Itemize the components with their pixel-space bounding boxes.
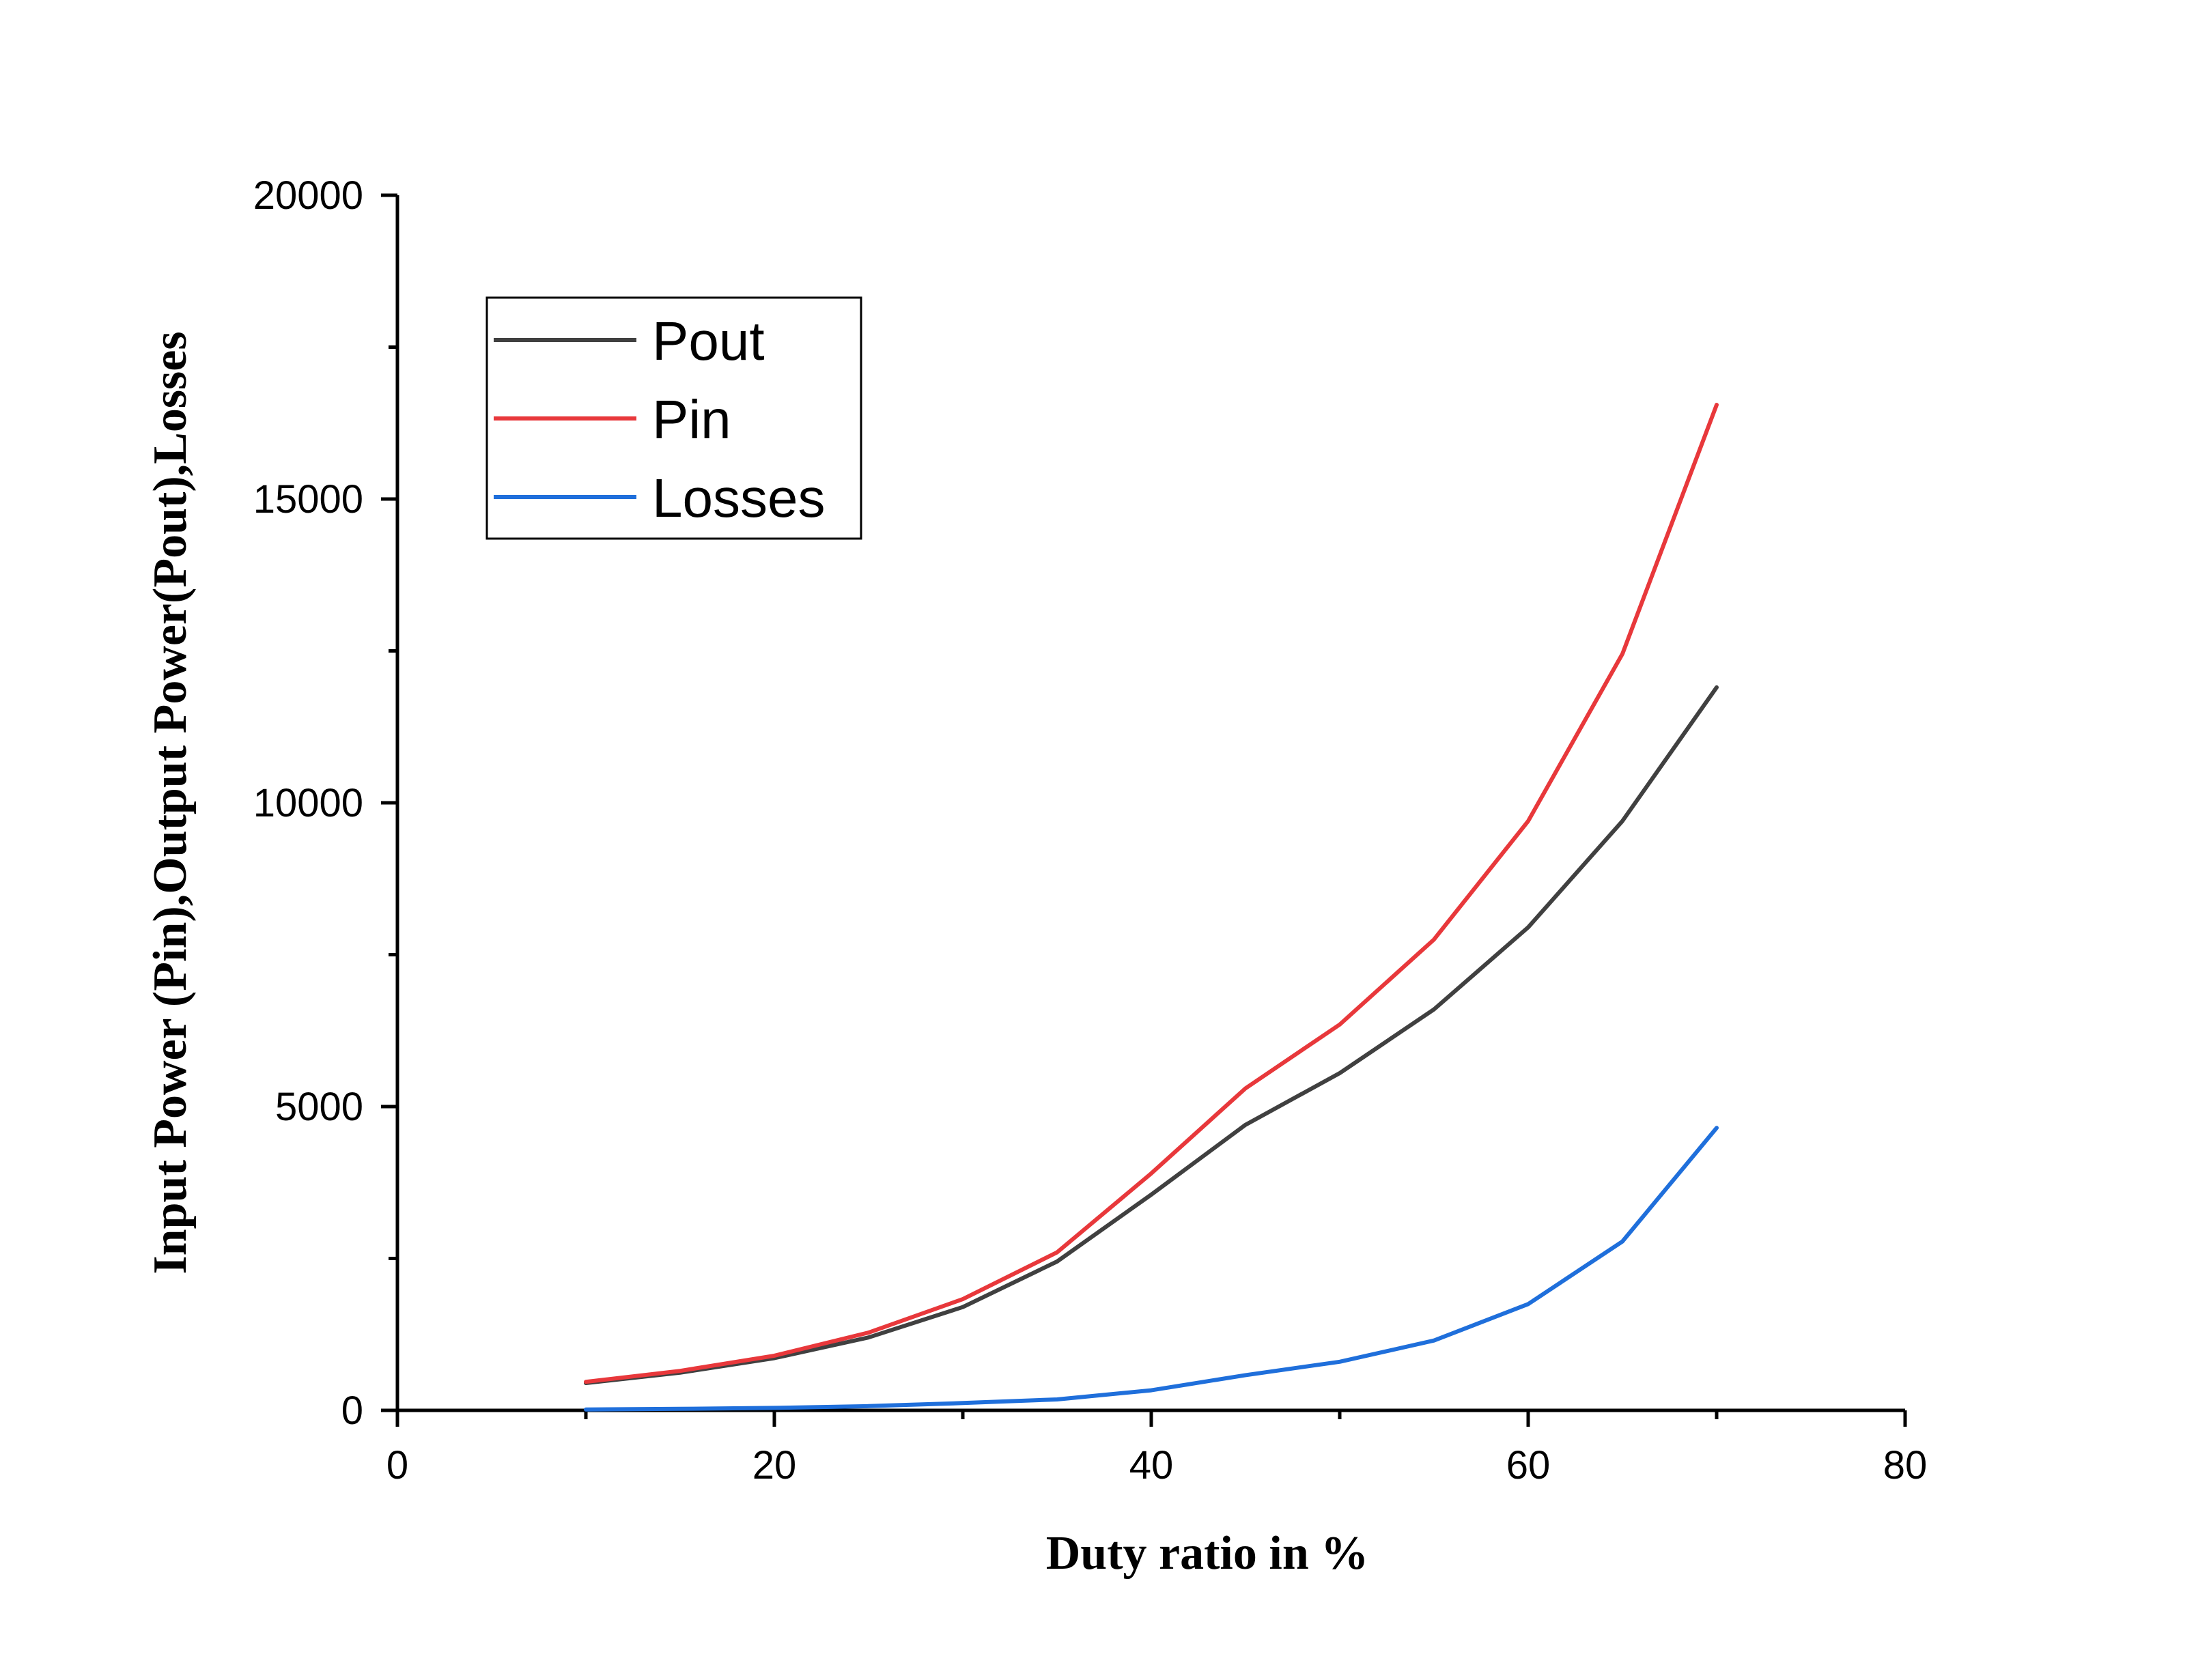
legend: Pout Pin Losses bbox=[485, 296, 862, 540]
legend-label-pout: Pout bbox=[652, 311, 765, 371]
y-tick-label: 10000 bbox=[253, 781, 363, 825]
legend-label-losses: Losses bbox=[652, 468, 825, 528]
x-tick-label: 80 bbox=[1883, 1443, 1928, 1487]
x-tick-label: 40 bbox=[1129, 1443, 1174, 1487]
y-tick-label: 0 bbox=[341, 1389, 363, 1433]
x-tick-label: 60 bbox=[1506, 1443, 1551, 1487]
x-tick-label: 20 bbox=[752, 1443, 797, 1487]
x-tick-label: 0 bbox=[386, 1443, 408, 1487]
series-group bbox=[584, 403, 1719, 1412]
y-tick-label: 5000 bbox=[275, 1085, 363, 1129]
series-line-pin bbox=[584, 403, 1719, 1384]
ticks bbox=[381, 193, 1907, 1427]
tick-labels: 0 20 40 60 80 0 5000 10000 15000 20000 bbox=[253, 173, 1928, 1487]
y-axis-title: Input Power (Pin),Output Power(Pout),Los… bbox=[144, 331, 197, 1274]
series-line-pout bbox=[584, 685, 1719, 1385]
y-tick-label: 20000 bbox=[253, 173, 363, 218]
series-line-losses bbox=[584, 1126, 1719, 1412]
x-axis-title: Duty ratio in % bbox=[1046, 1527, 1369, 1580]
y-tick-label: 15000 bbox=[253, 477, 363, 522]
legend-label-pin: Pin bbox=[652, 389, 731, 450]
